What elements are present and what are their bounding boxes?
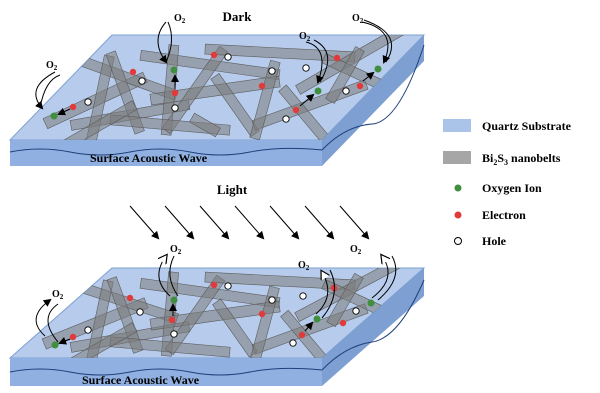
svg-text:O2: O2 <box>46 60 58 72</box>
oxygen-ion <box>51 341 59 349</box>
bottom-panel: O2 O2 O2 O2 Surface Acoustic Wave <box>8 244 426 387</box>
saw-label-bottom: Surface Acoustic Wave <box>82 373 200 387</box>
electron <box>210 51 218 59</box>
transfer-arrows-top <box>57 71 375 116</box>
oxygen-ion <box>170 66 178 74</box>
quartz-substrate-side <box>322 268 424 386</box>
hole <box>224 53 232 61</box>
electron <box>258 82 266 90</box>
svg-text:O2: O2 <box>52 289 64 301</box>
oxygen-ion <box>314 87 322 95</box>
hole <box>289 339 297 347</box>
quartz-substrate-side <box>322 35 424 166</box>
hole-swatch <box>454 237 462 245</box>
svg-text:O2: O2 <box>174 13 186 25</box>
hole <box>84 98 92 106</box>
top-panel: O2 O2 O2 O2 Dark Surface Acoustic Wave <box>8 9 426 166</box>
nanobelt-swatch <box>443 151 471 164</box>
hole <box>299 292 307 300</box>
electron <box>126 294 134 302</box>
electron <box>339 319 347 327</box>
legend-item-hole: Hole <box>454 234 507 248</box>
oxygen-ion <box>313 315 321 323</box>
transfer-arrows-bottom <box>58 303 314 345</box>
dark-label: Dark <box>223 9 253 24</box>
legend-item-oxygen: Oxygen Ion <box>454 181 542 195</box>
svg-text:O2: O2 <box>352 13 364 25</box>
electron <box>258 310 266 318</box>
electron <box>168 316 176 324</box>
legend: Quartz Substrate Bi2S3 nanobelts Oxygen … <box>443 119 572 248</box>
o2-adsorption-arrows-top <box>35 19 393 110</box>
quartz-swatch <box>443 119 471 132</box>
o2-desorption-arrows-bottom <box>35 256 397 343</box>
electron-swatch <box>454 211 462 219</box>
electron <box>333 54 341 62</box>
quartz-substrate-front <box>10 140 322 166</box>
o2-labels-bottom: O2 O2 O2 O2 <box>52 244 362 301</box>
charge-carriers-top <box>50 51 382 123</box>
hole <box>352 307 360 315</box>
electron <box>171 89 179 97</box>
hole <box>170 330 178 338</box>
hole <box>171 104 179 112</box>
electron <box>129 68 137 76</box>
hole <box>282 115 290 123</box>
o2-labels-top: O2 O2 O2 O2 <box>46 13 364 72</box>
oxygen-ion <box>367 299 375 307</box>
hole <box>268 67 276 75</box>
svg-text:O2: O2 <box>350 244 362 256</box>
surface-acoustic-wave-line <box>9 367 323 376</box>
electron <box>210 281 218 289</box>
hole <box>138 77 146 85</box>
hole <box>136 308 144 316</box>
saw-label-top: Surface Acoustic Wave <box>90 151 208 165</box>
electron <box>292 106 300 114</box>
charge-carriers-bottom <box>51 281 375 349</box>
light-indicator: Light <box>129 182 370 240</box>
light-label: Light <box>217 182 248 197</box>
legend-label-nanobelts: Bi2S3 nanobelts <box>482 151 561 167</box>
svg-text:O2: O2 <box>298 260 310 272</box>
svg-text:O2: O2 <box>170 244 182 256</box>
oxygen-ion-swatch <box>454 184 462 192</box>
svg-text:O2: O2 <box>299 31 311 43</box>
hole <box>224 282 232 290</box>
hole <box>268 296 276 304</box>
legend-label-electron: Electron <box>482 208 526 222</box>
legend-label-hole: Hole <box>482 234 507 248</box>
electron <box>356 82 364 90</box>
legend-item-nanobelts: Bi2S3 nanobelts <box>443 151 561 167</box>
legend-item-quartz: Quartz Substrate <box>443 119 572 133</box>
surface-acoustic-wave-line <box>9 147 323 156</box>
oxygen-ion <box>170 296 178 304</box>
oxygen-ion <box>374 65 382 73</box>
electron <box>69 103 77 111</box>
hole <box>342 87 350 95</box>
legend-label-oxygen: Oxygen Ion <box>482 181 542 195</box>
electron <box>298 331 306 339</box>
legend-item-electron: Electron <box>454 208 526 222</box>
legend-label-quartz: Quartz Substrate <box>482 119 572 133</box>
hole <box>84 326 92 334</box>
oxygen-ion <box>50 112 58 120</box>
electron <box>69 333 77 341</box>
quartz-substrate-front <box>10 358 322 386</box>
hole <box>302 64 310 72</box>
